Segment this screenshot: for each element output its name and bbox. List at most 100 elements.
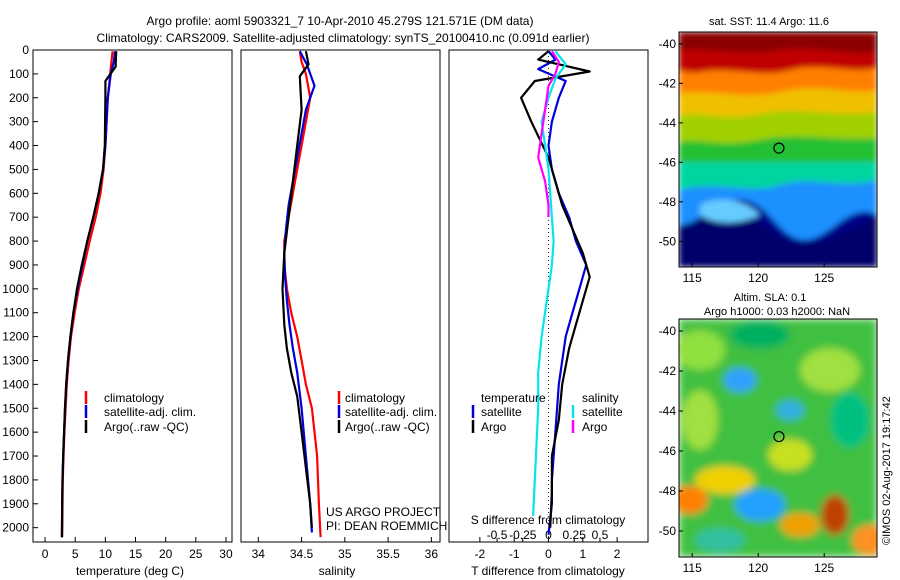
temperature-axes: 0 5 10 15 20 25 300100200300400500600700800900… [2, 43, 233, 561]
x-tick-label: 36 [425, 547, 439, 561]
x-tick-label: 20 [159, 547, 173, 561]
x-tick-label: -1 [509, 547, 520, 561]
x-tick-label: 0 [545, 547, 552, 561]
y-tick-label: 200 [9, 91, 29, 105]
salinity-series [281, 50, 322, 538]
y-tick-label: 500 [9, 162, 29, 176]
y-tick-label: 400 [9, 139, 29, 153]
difference-xlabel: T difference from climatology [471, 564, 625, 578]
difference-legend: temperature salinity satellite Argo sate… [471, 391, 623, 434]
x-tick-label: 125 [814, 561, 834, 575]
figure-title-line1: Argo profile: aoml 5903321_7 10-Apr-2010… [147, 14, 534, 28]
legend-argo-label: Argo(..raw -QC) [345, 420, 430, 434]
y-tick-label: 600 [9, 186, 29, 200]
y-tick-label: -42 [659, 76, 677, 90]
temperature-series [60, 51, 118, 538]
secondary-x-tick-label: 0.25 [563, 528, 587, 542]
sla-map-axes: 115 120 125 -40 -42 -44 -46 -48 -50 [659, 324, 835, 575]
y-tick-label: -48 [659, 195, 677, 209]
secondary-x-tick-label: 0 [545, 528, 552, 542]
y-tick-label: -42 [659, 364, 677, 378]
sla-heatmap [679, 319, 877, 557]
y-tick-label: 1600 [2, 425, 29, 439]
legend-sal-satellite-label: satellite [582, 405, 623, 419]
x-tick-label: 34.5 [290, 547, 314, 561]
x-tick-label: 5 [72, 547, 79, 561]
figure-title-line2: Climatology: CARS2009. Satellite-adjuste… [97, 31, 590, 45]
x-tick-label: 30 [219, 547, 233, 561]
sst-map-panel: sat. SST: 11.4 Argo: 11.6 115 120 125 -40 -4… [659, 16, 878, 285]
legend-satellite-label: satellite-adj. clim. [104, 405, 196, 419]
x-tick-label: 120 [748, 271, 768, 285]
x-tick-label: 115 [683, 561, 702, 575]
imos-timestamp: ©IMOS 02-Aug-2017 19:17:42 [881, 396, 893, 545]
y-tick-label: -44 [659, 404, 677, 418]
salinity-plot-frame [240, 49, 441, 543]
y-tick-label: -40 [659, 324, 677, 338]
sst-map-axes: 115 120 125 -40 -42 -44 -46 -48 -50 [659, 37, 835, 285]
y-tick-label: -40 [659, 37, 677, 51]
y-tick-label: -50 [659, 234, 677, 248]
legend-temp-argo-label: Argo [481, 420, 507, 434]
y-tick-label: 100 [9, 67, 29, 81]
y-tick-label: 300 [9, 115, 29, 129]
y-tick-label: -46 [659, 155, 677, 169]
difference-series [519, 50, 591, 535]
legend-sal-argo-label: Argo [582, 420, 608, 434]
difference-axes: -2 -1 0 1 2 -0.5 -0.25 0 0.25 0.5 [475, 528, 621, 561]
salinity-legend: climatology satellite-adj. clim. Argo(..… [337, 391, 437, 434]
temperature-legend: climatology satellite-adj. clim. Argo(..… [84, 391, 196, 434]
y-tick-label: 2000 [2, 521, 29, 535]
x-tick-label: 0 [42, 547, 49, 561]
legend-satellite-label: satellite-adj. clim. [345, 405, 437, 419]
sst-map-title: sat. SST: 11.4 Argo: 11.6 [709, 16, 829, 28]
x-tick-label: 25 [189, 547, 203, 561]
x-tick-label: 125 [814, 271, 834, 285]
salinity-axes: 34 34.5 35 35.5 36 [252, 537, 439, 561]
series-line-argo-raw-qc-2 [60, 51, 118, 538]
legend-salinity-title: salinity [582, 391, 619, 405]
y-tick-label: 1000 [2, 282, 29, 296]
y-tick-label: 1100 [3, 306, 29, 320]
y-tick-label: -44 [659, 116, 677, 130]
y-tick-label: 700 [9, 210, 29, 224]
legend-argo-label: Argo(..raw -QC) [104, 420, 189, 434]
series-line-satellite-adj-clim-1 [60, 51, 117, 538]
series-line-argo-raw-qc-2 [281, 50, 313, 528]
x-tick-label: -2 [475, 547, 486, 561]
legend-temp-satellite-label: satellite [481, 405, 522, 419]
x-tick-label: 10 [99, 547, 113, 561]
sla-map-frame [678, 318, 878, 558]
secondary-x-tick-label: -0.25 [509, 528, 537, 542]
series-line-satellite-2 [532, 50, 567, 516]
temperature-panel: 0 5 10 15 20 25 300100200300400500600700800900… [2, 43, 233, 578]
y-tick-label: -46 [659, 444, 677, 458]
y-tick-label: -48 [659, 484, 677, 498]
sst-heatmap [679, 32, 877, 267]
series-line-satellite-0 [537, 50, 588, 535]
x-tick-label: 115 [683, 271, 702, 285]
legend-climatology-label: climatology [104, 391, 164, 405]
x-tick-label: 1 [579, 547, 586, 561]
x-tick-label: 2 [614, 547, 621, 561]
sla-map-title: Altim. SLA: 0.1 [734, 292, 807, 304]
argo-float-location-marker [773, 142, 785, 154]
y-tick-label: 1700 [2, 449, 29, 463]
secondary-x-tick-label: 0.5 [592, 528, 609, 542]
y-tick-label: 1300 [2, 353, 29, 367]
x-tick-label: 35 [338, 547, 352, 561]
series-line-argo-3 [537, 50, 560, 218]
legend-temperature-title: temperature [481, 391, 546, 405]
temperature-plot-frame [32, 49, 233, 543]
series-line-argo-1 [519, 50, 591, 528]
y-tick-label: 800 [9, 234, 29, 248]
x-tick-label: 15 [129, 547, 143, 561]
x-tick-label: 34 [252, 547, 266, 561]
salinity-panel: 34 34.5 35 35.5 36 climatology satellite-adj… [240, 49, 447, 578]
x-tick-label: 120 [748, 561, 768, 575]
secondary-x-tick-label: -0.5 [487, 528, 508, 542]
x-tick-label: 35.5 [376, 547, 400, 561]
temperature-xlabel: temperature (deg C) [76, 564, 184, 578]
legend-climatology-label: climatology [345, 391, 405, 405]
